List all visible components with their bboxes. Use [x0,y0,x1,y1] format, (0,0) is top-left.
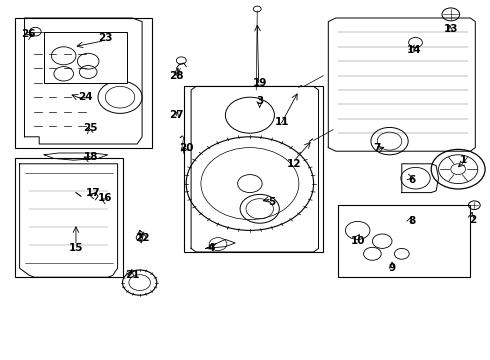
Text: 28: 28 [169,71,184,81]
Text: 5: 5 [269,197,275,207]
Text: 15: 15 [69,243,83,253]
Text: 6: 6 [408,175,415,185]
Bar [15,18,152,148]
Text: 4: 4 [207,243,215,253]
Text: 14: 14 [407,45,421,55]
Text: 16: 16 [98,193,113,203]
Bar [44,32,127,83]
Text: 12: 12 [287,159,301,169]
Text: 18: 18 [83,152,98,162]
Text: 24: 24 [78,92,93,102]
Text: 2: 2 [469,215,476,225]
Text: 11: 11 [274,117,289,127]
Text: 23: 23 [98,33,113,43]
Text: 1: 1 [460,155,466,165]
Text: 10: 10 [350,236,365,246]
Text: 13: 13 [443,24,458,34]
Text: 21: 21 [125,270,140,280]
Text: 9: 9 [389,263,395,273]
Text: 25: 25 [83,123,98,133]
Text: 8: 8 [408,216,415,226]
Bar [15,158,122,277]
Bar [338,205,470,277]
Text: 26: 26 [21,29,36,39]
Text: 19: 19 [252,78,267,88]
Bar [184,86,323,252]
Text: 20: 20 [179,143,194,153]
Text: 7: 7 [373,143,381,153]
Text: 17: 17 [86,188,100,198]
Text: 22: 22 [135,233,149,243]
Text: 3: 3 [256,96,263,106]
Text: 27: 27 [169,110,184,120]
